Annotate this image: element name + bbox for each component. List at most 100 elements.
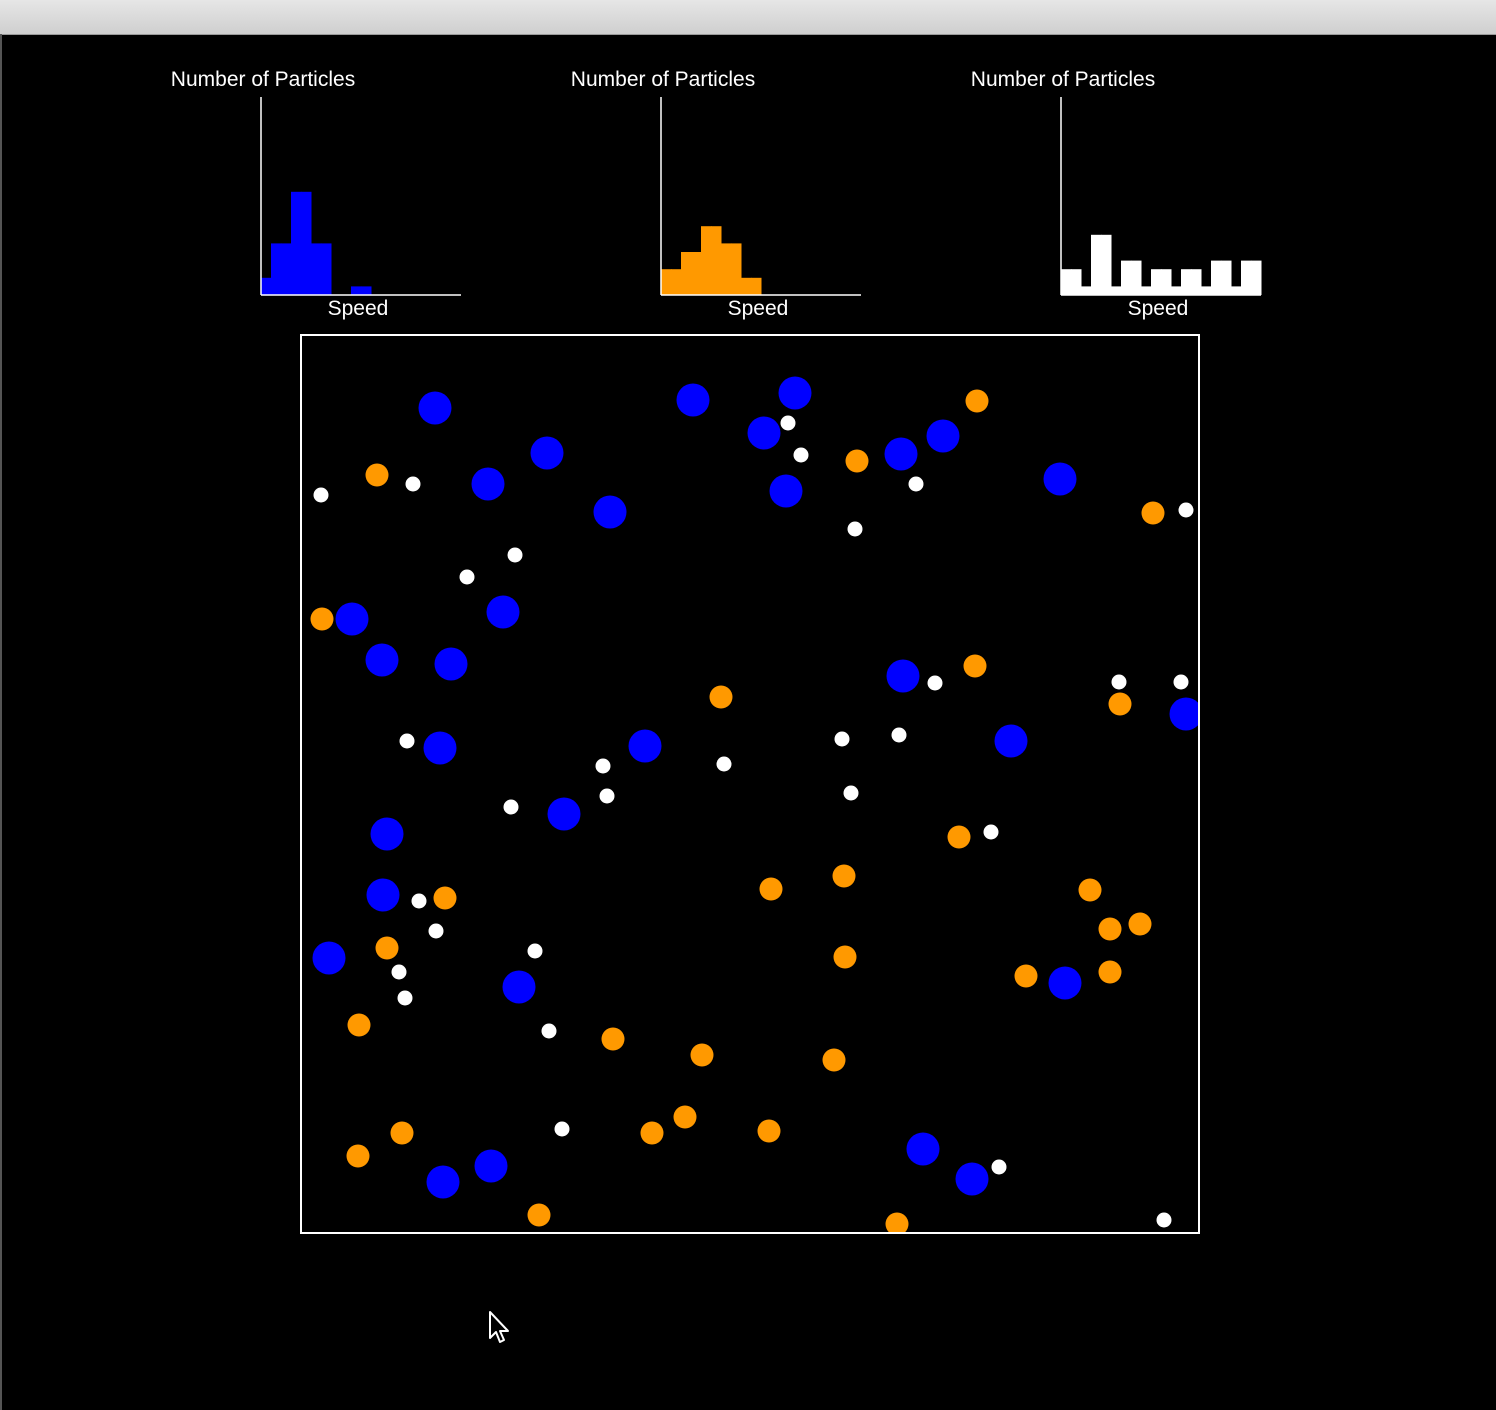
large-particle bbox=[886, 659, 920, 693]
window-edge bbox=[0, 34, 2, 1410]
histogram-plot bbox=[1060, 97, 1262, 296]
large-particle bbox=[502, 970, 536, 1004]
histogram-bar bbox=[1131, 260, 1142, 295]
large-particle bbox=[474, 1149, 508, 1183]
large-particle bbox=[906, 1132, 940, 1166]
large-particle bbox=[747, 416, 781, 450]
large-particle bbox=[593, 495, 627, 529]
small-particle bbox=[908, 476, 924, 492]
medium-particle bbox=[963, 654, 987, 678]
small-particle bbox=[983, 824, 999, 840]
histogram-bar bbox=[1251, 260, 1262, 295]
large-particle bbox=[418, 391, 452, 425]
large-particle bbox=[486, 595, 520, 629]
small-particle bbox=[891, 727, 907, 743]
small-particle bbox=[527, 943, 543, 959]
histogram-bar bbox=[291, 191, 302, 295]
medium-particle bbox=[310, 607, 334, 631]
histogram-bar bbox=[1181, 269, 1192, 295]
mouse-cursor-icon bbox=[488, 1310, 514, 1351]
large-particle bbox=[434, 647, 468, 681]
medium-particle bbox=[1128, 912, 1152, 936]
y-axis-label: Number of Particles bbox=[170, 68, 356, 91]
medium-particle bbox=[365, 463, 389, 487]
histogram-bar bbox=[311, 243, 322, 295]
small-particle bbox=[1156, 1212, 1172, 1228]
histogram-bar bbox=[1241, 260, 1252, 295]
medium-particle bbox=[845, 449, 869, 473]
medium-particle bbox=[885, 1212, 909, 1232]
histogram-bar bbox=[1211, 260, 1222, 295]
y-axis-label: Number of Particles bbox=[570, 68, 756, 91]
medium-particle bbox=[390, 1121, 414, 1145]
small-particle bbox=[1111, 674, 1127, 690]
window-titlebar[interactable] bbox=[0, 0, 1496, 35]
large-particle bbox=[335, 602, 369, 636]
large-particle bbox=[426, 1165, 460, 1199]
histogram-bar bbox=[1121, 260, 1132, 295]
histogram-plot bbox=[260, 97, 461, 296]
large-particle bbox=[955, 1162, 989, 1196]
histogram-bar bbox=[1111, 286, 1122, 295]
small-particle bbox=[927, 675, 943, 691]
small-particle bbox=[716, 756, 732, 772]
small-particle bbox=[397, 990, 413, 1006]
large-particle bbox=[628, 729, 662, 763]
medium-particle bbox=[640, 1121, 664, 1145]
histogram-bar bbox=[1171, 286, 1182, 295]
histogram-medium-particles: Number of Particles Speed bbox=[558, 60, 861, 330]
small-particle bbox=[411, 893, 427, 909]
large-particle bbox=[676, 383, 710, 417]
large-particle bbox=[530, 436, 564, 470]
medium-particle bbox=[965, 389, 989, 413]
large-particle bbox=[1048, 966, 1082, 1000]
medium-particle bbox=[347, 1013, 371, 1037]
histogram-bar bbox=[711, 226, 722, 295]
histogram-bar bbox=[661, 269, 672, 295]
large-particle bbox=[1043, 462, 1077, 496]
medium-particle bbox=[832, 864, 856, 888]
medium-particle bbox=[601, 1027, 625, 1051]
medium-particle bbox=[346, 1144, 370, 1168]
large-particle bbox=[365, 643, 399, 677]
medium-particle bbox=[1078, 878, 1102, 902]
histogram-bar bbox=[741, 277, 752, 295]
histogram-bar bbox=[1161, 269, 1172, 295]
medium-particle bbox=[757, 1119, 781, 1143]
histogram-bar bbox=[1231, 286, 1242, 295]
small-particle bbox=[793, 447, 809, 463]
medium-particle bbox=[1098, 917, 1122, 941]
medium-particle bbox=[759, 877, 783, 901]
medium-particle bbox=[1014, 964, 1038, 988]
small-particle bbox=[599, 788, 615, 804]
medium-particle bbox=[1098, 960, 1122, 984]
x-axis-label: Speed bbox=[1127, 297, 1189, 320]
histogram-bar bbox=[1071, 269, 1082, 295]
simulation-box bbox=[300, 334, 1200, 1234]
histogram-bar bbox=[721, 243, 732, 295]
histogram-bar bbox=[751, 277, 762, 295]
histogram-bar bbox=[261, 277, 272, 295]
large-particle bbox=[1169, 697, 1198, 731]
small-particle bbox=[991, 1159, 1007, 1175]
histogram-bar bbox=[351, 286, 362, 295]
large-particle bbox=[471, 467, 505, 501]
y-axis-label: Number of Particles bbox=[970, 68, 1156, 91]
histogram-bar bbox=[731, 243, 742, 295]
histogram-bar bbox=[301, 191, 312, 295]
medium-particle bbox=[527, 1203, 551, 1227]
small-particle bbox=[391, 964, 407, 980]
large-particle bbox=[312, 941, 346, 975]
histogram-plot bbox=[660, 97, 861, 296]
small-particle bbox=[503, 799, 519, 815]
histogram-bar bbox=[701, 226, 712, 295]
histogram-bar bbox=[321, 243, 332, 295]
histogram-bar bbox=[691, 252, 702, 295]
small-particle bbox=[780, 415, 796, 431]
histogram-bar bbox=[1141, 286, 1152, 295]
small-particle bbox=[834, 731, 850, 747]
small-particle bbox=[595, 758, 611, 774]
medium-particle bbox=[1108, 692, 1132, 716]
small-particle bbox=[843, 785, 859, 801]
large-particle bbox=[423, 731, 457, 765]
